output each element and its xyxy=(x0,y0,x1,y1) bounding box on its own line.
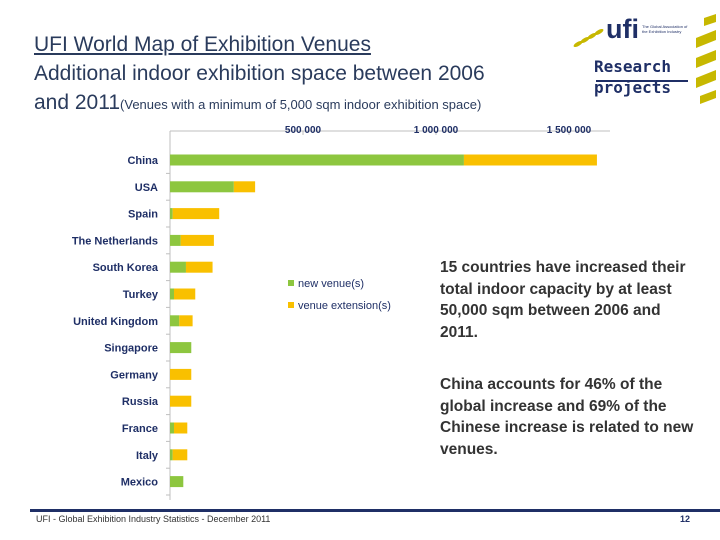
bar-new-venue xyxy=(170,342,192,354)
legend-label: venue extension(s) xyxy=(298,300,391,312)
category-label: Turkey xyxy=(123,289,159,301)
category-label: Mexico xyxy=(121,477,159,489)
x-tick-label: 1 500 000 xyxy=(547,125,592,136)
bar-venue-extension xyxy=(170,368,192,380)
logo-tagline: The Global Association of the Exhibition… xyxy=(642,24,688,34)
bar-venue-extension xyxy=(179,315,193,327)
title-line-1: UFI World Map of Exhibition Venues xyxy=(34,33,371,56)
category-label: USA xyxy=(135,182,158,194)
bar-venue-extension xyxy=(172,449,188,461)
legend-swatch xyxy=(288,280,294,286)
bar-venue-extension xyxy=(463,154,597,166)
bar-new-venue xyxy=(170,476,184,488)
bar-new-venue xyxy=(170,154,464,166)
slide-title: UFI World Map of Exhibition Venues Addit… xyxy=(34,30,594,119)
stripes-icon xyxy=(696,14,716,104)
ufi-logo: ufi The Global Association of the Exhibi… xyxy=(572,14,720,114)
wheat-stalk-icon xyxy=(573,28,604,48)
bar-venue-extension xyxy=(233,181,256,193)
bar-new-venue xyxy=(170,181,234,193)
footer-rule xyxy=(30,509,720,512)
research-line-2: projects xyxy=(594,78,672,97)
title-line-3: and 2011 xyxy=(34,91,121,114)
research-projects-label: Research projects xyxy=(594,56,671,98)
note-paragraph-2: China accounts for 46% of the global inc… xyxy=(440,376,694,458)
bar-new-venue xyxy=(170,315,180,327)
bar-venue-extension xyxy=(170,395,192,407)
category-label: France xyxy=(122,423,158,435)
note-paragraph-1: 15 countries have increased their total … xyxy=(440,259,686,341)
category-label: Russia xyxy=(122,396,159,408)
logo-brand: ufi xyxy=(606,14,639,44)
title-line-2: Additional indoor exhibition space betwe… xyxy=(34,62,485,85)
legend-swatch xyxy=(288,302,294,308)
title-subtitle: (Venues with a minimum of 5,000 sqm indo… xyxy=(120,97,482,112)
category-label: Singapore xyxy=(104,343,158,355)
bar-venue-extension xyxy=(180,234,214,246)
category-label: Germany xyxy=(110,369,159,381)
bar-venue-extension xyxy=(173,422,188,434)
page-number: 12 xyxy=(680,514,691,524)
footer-source: UFI - Global Exhibition Industry Statist… xyxy=(36,514,271,524)
bar-venue-extension xyxy=(185,261,213,273)
x-tick-label: 1 000 000 xyxy=(414,125,459,136)
legend-label: new venue(s) xyxy=(298,278,364,290)
logo-rule xyxy=(596,80,688,82)
category-label: Spain xyxy=(128,209,158,221)
research-line-1: Research xyxy=(594,57,672,76)
bar-new-venue xyxy=(170,261,186,273)
bar-venue-extension xyxy=(172,208,220,220)
bar-venue-extension xyxy=(173,288,196,300)
bar-new-venue xyxy=(170,208,173,220)
bar-new-venue xyxy=(170,449,173,461)
category-label: South Korea xyxy=(93,262,159,274)
bar-new-venue xyxy=(170,234,181,246)
category-label: United Kingdom xyxy=(73,316,158,328)
bar-new-venue xyxy=(170,422,174,434)
x-tick-label: 500 000 xyxy=(285,125,322,136)
category-label: The Netherlands xyxy=(72,235,158,247)
bar-new-venue xyxy=(170,288,174,300)
category-label: Italy xyxy=(136,450,159,462)
category-label: China xyxy=(127,155,158,167)
